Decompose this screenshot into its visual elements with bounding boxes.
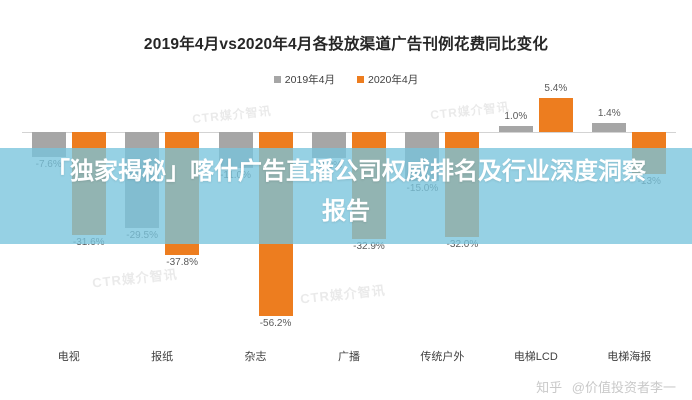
x-axis-category: 广播 [337, 351, 360, 363]
chart-title: 2019年4月vs2020年4月各投放渠道广告刊例花费同比变化 [143, 36, 549, 53]
bar-value-label: -32.0% [446, 238, 479, 250]
chart-legend: 2019年4月 2020年4月 [0, 72, 692, 87]
x-axis-category: 电梯LCD [513, 351, 558, 363]
bar-2019[interactable]: 1.0% [498, 111, 533, 132]
bar-value-label: -37.8% [166, 257, 198, 269]
legend-swatch-2020 [357, 76, 364, 83]
footer-attribution: 知乎 @价值投资者李一 [0, 377, 692, 396]
bar-value-label: 1.4% [597, 108, 621, 120]
footer-author: @价值投资者李一 [571, 380, 676, 395]
footer-platform: 知乎 [536, 380, 563, 395]
bar-group: 1.0% 5.4% [489, 83, 582, 340]
bar-2019[interactable]: 1.4% [592, 108, 627, 132]
bar-value-label: 5.4% [544, 82, 568, 94]
legend-label-2019: 2019年4月 [284, 74, 335, 86]
x-axis-category: 电梯海报 [607, 351, 652, 363]
overlay-headline: 「独家揭秘」喀什广告直播公司权威排名及行业深度洞察报告 [46, 158, 646, 225]
x-axis-labels: 电视 报纸 杂志 广播 传统户外 电梯LCD 电梯海报 [22, 348, 676, 364]
legend-item-2020[interactable]: 2020年4月 [357, 72, 418, 87]
x-axis-category: 电视 [57, 351, 80, 363]
legend-swatch-2019 [273, 76, 281, 83]
legend-label-2020: 2020年4月 [368, 74, 419, 86]
x-axis-category: 报纸 [151, 351, 174, 363]
legend-item-2019[interactable]: 2019年4月 [273, 72, 335, 87]
overlay-band [0, 148, 692, 244]
bar-value-label: -56.2% [259, 317, 292, 329]
bar-2020[interactable]: 5.4% [538, 83, 573, 132]
x-axis-category: 杂志 [244, 351, 267, 363]
bar-value-label: 1.0% [504, 110, 528, 122]
zero-baseline [22, 132, 676, 133]
x-axis-category: 传统户外 [420, 351, 465, 363]
bar-value-label: -32.9% [353, 241, 385, 253]
